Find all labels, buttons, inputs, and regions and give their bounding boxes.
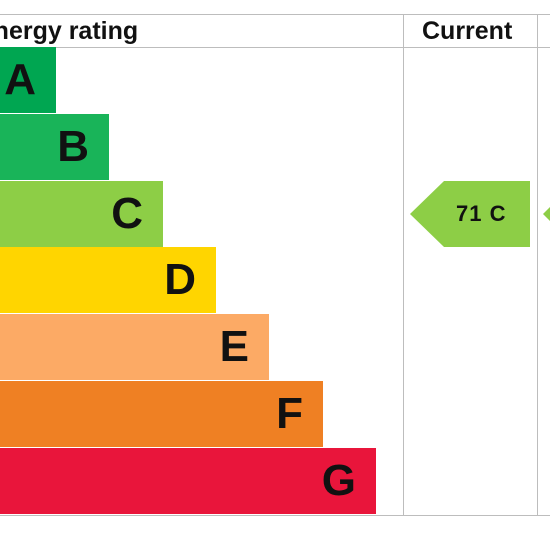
band-a: A — [0, 47, 56, 113]
band-a-letter: A — [4, 55, 36, 104]
band-g: G — [0, 447, 376, 514]
potential-rating-arrow-edge-shape — [543, 207, 550, 221]
rating-column-title: Energy rating — [0, 17, 139, 45]
band-c-letter: C — [111, 188, 143, 238]
band-f-letter: F — [276, 389, 303, 438]
band-g-letter: G — [321, 455, 356, 505]
band-f: F — [0, 381, 323, 447]
current-column-left-divider — [403, 14, 404, 516]
current-rating-arrow-shape — [410, 181, 530, 247]
potential-rating-arrow-edge — [543, 207, 550, 221]
current-column-right-divider — [537, 14, 538, 516]
header-top-border — [0, 14, 550, 15]
band-d: D — [0, 247, 216, 314]
band-e: E — [0, 314, 269, 381]
current-rating-arrow — [410, 181, 530, 247]
band-b: B — [0, 113, 109, 180]
band-d-letter: D — [164, 255, 196, 305]
current-rating-value: 71 C — [456, 201, 507, 226]
band-b-letter: B — [57, 121, 89, 171]
header-bottom-border — [0, 47, 550, 48]
band-e-letter: E — [219, 322, 249, 372]
chart-bottom-border — [0, 515, 550, 516]
band-c: C — [0, 180, 163, 247]
current-column-title: Current — [422, 17, 513, 45]
